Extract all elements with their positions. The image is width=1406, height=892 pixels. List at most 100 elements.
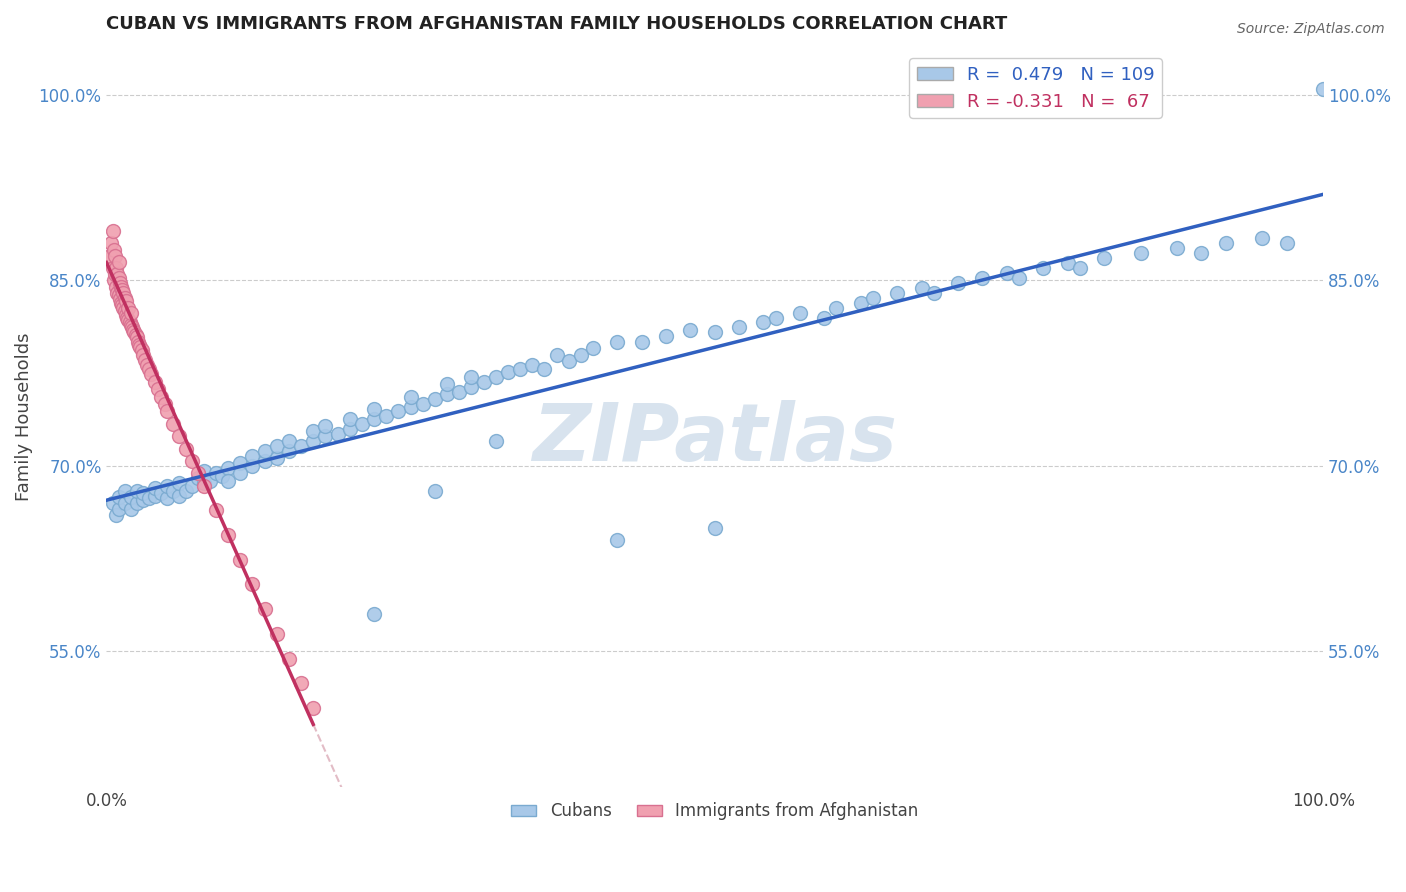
Point xyxy=(110,295,132,310)
Point xyxy=(101,261,124,276)
Point xyxy=(496,365,519,379)
Point xyxy=(131,343,153,357)
Point xyxy=(558,353,581,368)
Point xyxy=(108,276,131,290)
Point xyxy=(114,483,136,498)
Point xyxy=(111,298,134,312)
Point xyxy=(128,337,150,351)
Point xyxy=(423,483,446,498)
Point xyxy=(485,370,508,384)
Point xyxy=(105,261,128,276)
Point xyxy=(129,340,152,354)
Point xyxy=(193,464,215,478)
Point xyxy=(314,429,336,443)
Point xyxy=(314,419,336,434)
Point xyxy=(100,236,122,251)
Point xyxy=(104,268,127,282)
Point xyxy=(193,476,215,491)
Point xyxy=(125,330,148,344)
Point xyxy=(253,454,276,468)
Point xyxy=(339,412,361,426)
Point xyxy=(104,249,127,263)
Text: Source: ZipAtlas.com: Source: ZipAtlas.com xyxy=(1237,22,1385,37)
Point xyxy=(277,651,299,665)
Point xyxy=(143,489,166,503)
Point xyxy=(127,335,149,350)
Point xyxy=(1275,236,1298,251)
Point xyxy=(1032,261,1054,276)
Point xyxy=(1056,256,1078,270)
Point xyxy=(703,326,725,340)
Point xyxy=(124,327,146,342)
Point xyxy=(132,486,155,500)
Point xyxy=(363,607,385,622)
Point xyxy=(655,329,678,343)
Point xyxy=(101,224,124,238)
Point xyxy=(946,276,969,290)
Point xyxy=(266,439,288,453)
Point xyxy=(728,320,751,334)
Point xyxy=(134,352,156,367)
Point xyxy=(436,377,458,392)
Point xyxy=(339,422,361,436)
Point xyxy=(765,310,787,325)
Point xyxy=(606,335,628,350)
Point xyxy=(156,491,179,505)
Point xyxy=(995,266,1018,280)
Point xyxy=(124,326,146,340)
Point xyxy=(115,308,138,322)
Point xyxy=(105,508,128,523)
Point xyxy=(569,348,592,362)
Point xyxy=(1312,82,1334,96)
Point xyxy=(350,417,373,431)
Point xyxy=(217,528,239,542)
Point xyxy=(107,288,129,302)
Point xyxy=(375,409,398,424)
Point xyxy=(120,490,142,504)
Text: ZIPatlas: ZIPatlas xyxy=(533,400,897,477)
Point xyxy=(107,255,129,269)
Point xyxy=(363,412,385,426)
Point xyxy=(886,285,908,300)
Point xyxy=(138,491,160,505)
Point xyxy=(302,424,325,438)
Point xyxy=(522,358,544,372)
Point xyxy=(485,434,508,449)
Point xyxy=(98,249,121,263)
Point xyxy=(143,375,166,389)
Point xyxy=(117,313,139,327)
Point xyxy=(198,474,221,488)
Point xyxy=(546,348,568,362)
Point xyxy=(105,279,128,293)
Point xyxy=(326,426,349,441)
Point xyxy=(910,281,932,295)
Point xyxy=(112,301,135,315)
Point xyxy=(169,429,191,443)
Point xyxy=(107,490,129,504)
Point xyxy=(162,417,184,431)
Point xyxy=(436,387,458,401)
Point xyxy=(1092,251,1115,265)
Point xyxy=(125,496,148,510)
Point xyxy=(150,390,173,404)
Text: CUBAN VS IMMIGRANTS FROM AFGHANISTAN FAMILY HOUSEHOLDS CORRELATION CHART: CUBAN VS IMMIGRANTS FROM AFGHANISTAN FAM… xyxy=(107,15,1008,33)
Point xyxy=(150,486,173,500)
Point xyxy=(125,483,148,498)
Point xyxy=(169,489,191,503)
Point xyxy=(1215,236,1237,251)
Point xyxy=(122,323,145,337)
Point xyxy=(217,461,239,475)
Point xyxy=(509,362,531,376)
Point xyxy=(217,474,239,488)
Point xyxy=(266,627,288,641)
Point xyxy=(117,301,139,315)
Point xyxy=(107,271,129,285)
Point xyxy=(180,454,202,468)
Point xyxy=(1191,246,1213,260)
Point xyxy=(103,243,125,257)
Point xyxy=(630,335,652,350)
Point xyxy=(120,502,142,516)
Point xyxy=(825,301,848,315)
Point xyxy=(211,468,233,483)
Point xyxy=(174,442,197,456)
